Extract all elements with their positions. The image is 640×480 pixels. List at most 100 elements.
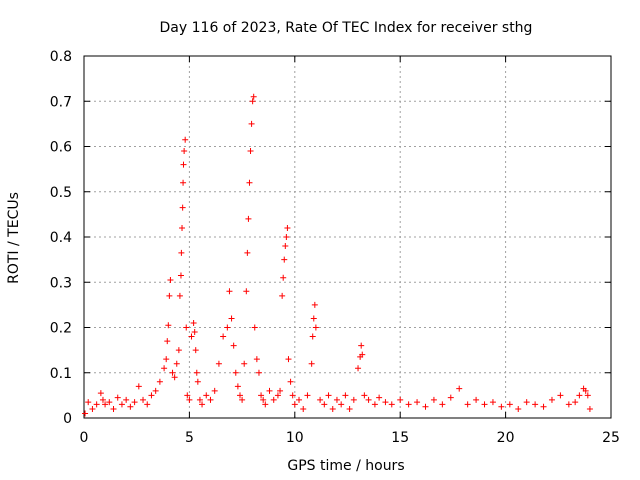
data-point — [177, 272, 184, 279]
data-point — [285, 356, 292, 363]
y-tick-label: 0.6 — [50, 140, 72, 156]
y-axis-label: ROTI / TECUs — [6, 192, 22, 284]
data-point — [171, 374, 178, 381]
data-point — [311, 301, 318, 308]
x-tick-label: 0 — [80, 430, 89, 446]
data-point — [194, 378, 201, 385]
data-point — [287, 378, 294, 385]
data-point — [359, 351, 366, 358]
x-tick-label: 25 — [602, 430, 620, 446]
data-point — [523, 399, 530, 406]
plot-frame — [83, 55, 612, 419]
data-point — [118, 401, 125, 408]
data-point — [110, 405, 117, 412]
data-point — [255, 369, 262, 376]
x-tick-label: 10 — [286, 430, 304, 446]
data-point — [191, 329, 198, 336]
data-point — [258, 392, 265, 399]
data-point — [181, 148, 188, 155]
y-tick-label: 0.5 — [50, 185, 72, 201]
chart-title: Day 116 of 2023, Rate Of TEC Index for r… — [160, 20, 533, 36]
data-point — [548, 396, 555, 403]
data-point — [164, 338, 171, 345]
data-point — [230, 342, 237, 349]
data-point — [338, 401, 345, 408]
data-point — [184, 392, 191, 399]
data-point — [192, 347, 199, 354]
data-point — [82, 410, 89, 417]
data-point — [481, 401, 488, 408]
data-point — [388, 401, 395, 408]
data-point — [300, 405, 307, 412]
data-point — [274, 392, 281, 399]
data-point — [540, 403, 547, 410]
data-point — [140, 396, 147, 403]
data-point — [447, 394, 454, 401]
data-point — [131, 399, 138, 406]
data-point — [342, 392, 349, 399]
data-point — [576, 392, 583, 399]
data-point — [179, 224, 186, 231]
data-point — [224, 324, 231, 331]
data-point — [248, 120, 255, 127]
data-point — [156, 378, 163, 385]
grid-lines — [84, 56, 611, 418]
data-point — [89, 405, 96, 412]
data-point — [572, 399, 579, 406]
data-point — [317, 396, 324, 403]
data-point — [430, 396, 437, 403]
data-point — [422, 403, 429, 410]
data-point — [350, 396, 357, 403]
data-point — [489, 399, 496, 406]
data-point — [439, 401, 446, 408]
data-point — [515, 405, 522, 412]
data-point — [232, 369, 239, 376]
data-point — [188, 333, 195, 340]
data-point — [584, 392, 591, 399]
data-point — [358, 342, 365, 349]
data-point — [245, 215, 252, 222]
data-point — [123, 396, 130, 403]
data-point — [565, 401, 572, 408]
data-point — [241, 360, 248, 367]
data-point — [173, 360, 180, 367]
x-tick-label: 5 — [185, 430, 194, 446]
data-point — [329, 405, 336, 412]
data-point — [247, 148, 254, 155]
data-point — [114, 394, 121, 401]
data-point — [405, 401, 412, 408]
data-point — [260, 396, 267, 403]
data-point — [85, 399, 92, 406]
y-tick-label: 0.8 — [50, 49, 72, 65]
data-point — [281, 256, 288, 263]
data-point — [464, 401, 471, 408]
data-point — [308, 360, 315, 367]
data-point — [236, 392, 243, 399]
data-point — [226, 288, 233, 295]
data-point — [127, 403, 134, 410]
data-points — [82, 93, 593, 417]
data-point — [234, 383, 241, 390]
data-point — [203, 392, 210, 399]
data-point — [270, 396, 277, 403]
data-point — [207, 396, 214, 403]
data-point — [456, 385, 463, 392]
data-point — [557, 392, 564, 399]
data-point — [279, 292, 286, 299]
data-point — [262, 401, 269, 408]
data-point — [253, 356, 260, 363]
data-point — [250, 93, 257, 100]
x-tick-label: 20 — [497, 430, 515, 446]
data-point — [166, 292, 173, 299]
data-point — [309, 333, 316, 340]
data-point — [93, 401, 100, 408]
data-point — [321, 401, 328, 408]
data-point — [365, 396, 372, 403]
data-point — [163, 356, 170, 363]
data-point — [193, 369, 200, 376]
data-point — [532, 401, 539, 408]
data-point — [190, 319, 197, 326]
x-axis-label: GPS time / hours — [287, 458, 404, 474]
data-point — [376, 394, 383, 401]
